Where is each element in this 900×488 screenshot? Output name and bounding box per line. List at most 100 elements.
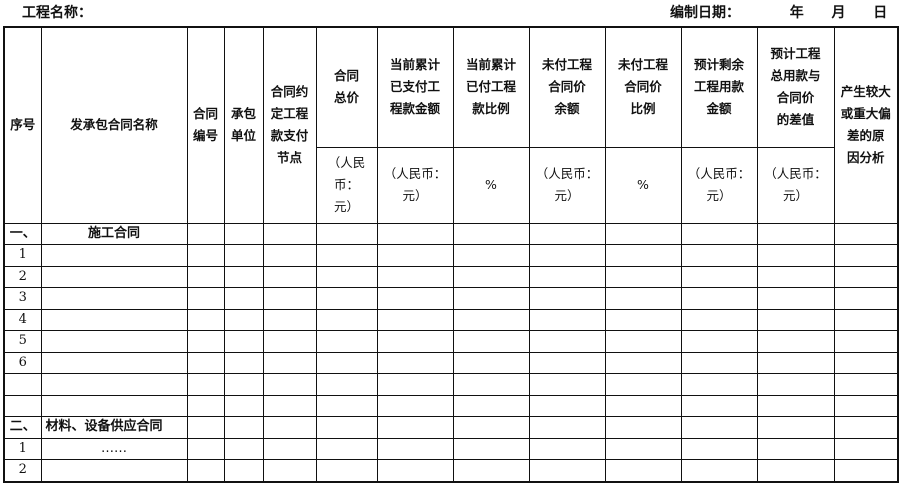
table-cell [452, 308, 530, 331]
column-unit: （人民币： 元） [528, 146, 606, 224]
table-cell [315, 459, 378, 482]
table-cell [223, 416, 264, 439]
table-cell [528, 330, 606, 353]
contract-name [40, 351, 188, 374]
table-cell [452, 244, 530, 267]
table-cell [223, 287, 264, 310]
table-cell [262, 330, 317, 353]
table-cell [756, 287, 835, 310]
contract-name: 材料、设备供应合同 [40, 416, 188, 439]
table-cell [452, 373, 530, 396]
table-cell [680, 394, 758, 417]
table-cell [262, 308, 317, 331]
row-number: 2 [3, 459, 42, 482]
table-cell [756, 416, 835, 439]
table-cell [376, 287, 454, 310]
table-cell [680, 287, 758, 310]
table-cell [223, 222, 264, 245]
column-header: 产生较大 或重大偏 差的原 因分析 [833, 26, 899, 224]
table-cell [186, 308, 225, 331]
contract-name [40, 244, 188, 267]
date-label: 编制日期： [670, 5, 740, 21]
table-cell [528, 265, 606, 288]
table-cell [223, 373, 264, 396]
column-header: 预计工程 总用款与 合同价 的差值 [756, 26, 835, 148]
table-cell [604, 459, 682, 482]
column-header: 合同 总价 [315, 26, 378, 148]
row-number: 6 [3, 351, 42, 374]
table-cell [680, 330, 758, 353]
table-cell [376, 330, 454, 353]
table-cell [452, 351, 530, 374]
column-unit: （人民币： 元） [376, 146, 454, 224]
contract-name: 施工合同 [40, 222, 188, 245]
table-cell [756, 222, 835, 245]
table-row [3, 373, 899, 396]
table-cell [452, 287, 530, 310]
column-header: 当前累计 已付工程 款比例 [452, 26, 530, 148]
column-header: 合同 编号 [186, 26, 225, 224]
table-cell [833, 459, 899, 482]
table-cell [604, 373, 682, 396]
table-cell [452, 330, 530, 353]
table-cell [186, 330, 225, 353]
table-cell [604, 351, 682, 374]
row-number: 2 [3, 265, 42, 288]
table-cell [315, 287, 378, 310]
table-cell [315, 330, 378, 353]
table-cell [186, 437, 225, 460]
table-cell [376, 394, 454, 417]
table-cell [376, 265, 454, 288]
table-cell [223, 308, 264, 331]
table-cell [315, 244, 378, 267]
table-cell [262, 416, 317, 439]
table-cell [262, 394, 317, 417]
table-cell [452, 459, 530, 482]
table-cell [833, 265, 899, 288]
table-cell [604, 244, 682, 267]
table-cell [186, 244, 225, 267]
table-cell [376, 416, 454, 439]
table-cell [262, 437, 317, 460]
compile-date: 编制日期： 年 月 日 [670, 2, 887, 22]
column-unit: % [452, 146, 530, 224]
table-cell [680, 437, 758, 460]
month-label: 月 [831, 5, 846, 21]
table-cell [833, 244, 899, 267]
table-cell [833, 287, 899, 310]
table-cell [756, 265, 835, 288]
table-cell [223, 265, 264, 288]
column-unit: % [604, 146, 682, 224]
contract-name [40, 308, 188, 331]
table-cell [680, 416, 758, 439]
table-row: 二、 材料、设备供应合同 [3, 416, 899, 439]
table-cell [756, 330, 835, 353]
row-number: 5 [3, 330, 42, 353]
year-label: 年 [789, 5, 804, 21]
table-cell [833, 394, 899, 417]
table-cell [528, 394, 606, 417]
table-cell [528, 308, 606, 331]
table-row: 2 [3, 459, 899, 482]
contract-name [40, 330, 188, 353]
table-cell [680, 308, 758, 331]
table-cell [756, 394, 835, 417]
column-header: 未付工程 合同价 余额 [528, 26, 606, 148]
table-cell [186, 222, 225, 245]
table-cell [528, 459, 606, 482]
table-cell [376, 351, 454, 374]
table-cell [262, 287, 317, 310]
table-cell [604, 330, 682, 353]
table-cell [315, 394, 378, 417]
row-number: 二、 [3, 416, 42, 439]
table-cell [262, 373, 317, 396]
table-cell [528, 222, 606, 245]
row-number [3, 394, 42, 417]
table-cell [833, 373, 899, 396]
table-cell [376, 308, 454, 331]
table-cell [315, 265, 378, 288]
contract-name [40, 373, 188, 396]
column-header: 发承包合同名称 [40, 26, 188, 224]
table-cell [376, 459, 454, 482]
table-row: 4 [3, 308, 899, 331]
